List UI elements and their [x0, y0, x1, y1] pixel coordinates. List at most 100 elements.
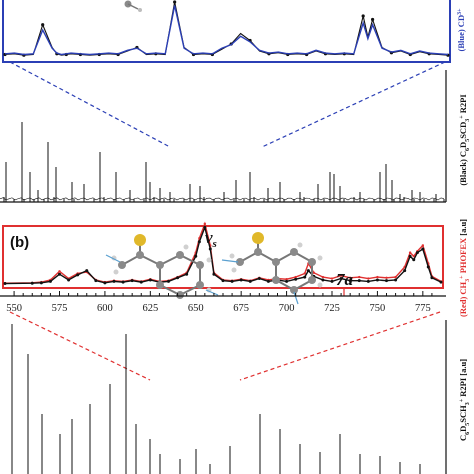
x-tick-label: 550 [6, 303, 22, 314]
data-point [306, 269, 310, 273]
x-tick-label: 750 [370, 303, 386, 314]
data-point [376, 275, 379, 279]
x-tick-label: 625 [142, 303, 158, 314]
data-point [385, 279, 388, 283]
panel-b-xaxis: 550 575 600 625 650 675 700 725 750 775 [0, 291, 446, 314]
ylabel-panel-a-top: (Blue) CD3+ [456, 8, 466, 52]
data-point [421, 247, 425, 251]
mode-label-7a: 7a [336, 270, 354, 289]
data-point [212, 272, 216, 276]
data-point [303, 275, 307, 279]
data-point [366, 279, 370, 283]
panel-b-label: (b) [10, 234, 29, 251]
zoom-line-blue-right [261, 61, 446, 148]
data-point [339, 277, 343, 281]
data-point [330, 277, 334, 280]
data-point [358, 275, 361, 279]
data-point [394, 278, 398, 282]
data-point [285, 279, 289, 283]
panel-b-plot [3, 221, 443, 286]
data-point [185, 272, 189, 276]
data-point [303, 272, 306, 275]
baseline-trace [0, 197, 445, 201]
data-point [412, 255, 415, 258]
data-point [94, 279, 98, 283]
x-tick-label: 775 [415, 303, 431, 314]
x-tick-label: 575 [52, 303, 68, 314]
zoom-line-blue-left [9, 61, 171, 148]
panel-b-bottom-sticks [11, 324, 421, 474]
x-tick-label: 650 [188, 303, 204, 314]
data-point [58, 272, 61, 276]
data-point [421, 244, 425, 247]
data-point [103, 281, 107, 285]
data-point [139, 280, 143, 284]
data-point [230, 279, 234, 283]
data-point [408, 254, 412, 258]
panel-b-frame [2, 225, 444, 289]
data-point [439, 280, 443, 284]
data-point [67, 278, 71, 282]
svg-text:(Black) C6D5SCD3+ R2PI: (Black) C6D5SCD3+ R2PI [458, 94, 471, 186]
data-point [294, 277, 298, 281]
data-point [430, 276, 434, 280]
data-point [130, 279, 134, 283]
data-point [408, 251, 412, 254]
data-point [415, 251, 419, 255]
molecule-structure-right [221, 232, 323, 305]
series-red-line [4, 221, 442, 284]
data-point [167, 279, 170, 283]
data-point [41, 23, 45, 27]
panel-a-bottom-sticks [0, 122, 445, 202]
data-point [121, 280, 125, 284]
series-black-line [4, 225, 442, 285]
data-point [208, 247, 212, 251]
data-point [321, 275, 325, 279]
x-tick-label: 600 [97, 303, 113, 314]
data-point [375, 278, 379, 282]
svg-text:(Red) CH3+ PHOFEX [a.u]: (Red) CH3+ PHOFEX [a.u] [458, 219, 471, 317]
molecule-fragment-top [124, 0, 142, 12]
data-point [367, 277, 370, 280]
data-point [330, 279, 334, 283]
mode-label-nu-s: νs [205, 228, 217, 250]
data-point [203, 225, 207, 229]
data-point [312, 271, 316, 274]
data-point [321, 278, 325, 282]
panel-a-top-frame [2, 0, 451, 63]
zoom-line-red-left [9, 311, 151, 381]
data-point [403, 269, 407, 273]
zoom-line-red-right [239, 311, 441, 381]
data-point [112, 279, 116, 283]
panel-a-bottom-ticks [3, 197, 445, 202]
data-point [348, 276, 352, 279]
data-point [294, 275, 297, 279]
data-point [48, 279, 52, 283]
data-point [248, 279, 252, 283]
data-point [39, 281, 43, 285]
data-point [203, 222, 207, 225]
data-point [357, 279, 361, 283]
data-point [30, 281, 34, 285]
data-point [221, 279, 225, 283]
data-point [266, 279, 270, 283]
ylabel-panel-b-bottom: C6D5SCH3+ R2PI [a.u] [458, 359, 471, 441]
panel-a-top-plot [3, 0, 450, 57]
data-point [239, 278, 243, 282]
data-point [3, 282, 7, 286]
data-point [197, 240, 201, 244]
data-point [348, 279, 352, 283]
data-point [285, 278, 288, 281]
data-point [85, 269, 89, 273]
data-point [412, 258, 416, 262]
molecule-structure-left [105, 234, 219, 299]
x-tick-label: 675 [233, 303, 249, 314]
svg-text:(Blue) CD3+: (Blue) CD3+ [456, 8, 466, 52]
data-point [339, 274, 343, 277]
data-point [394, 275, 397, 279]
x-tick-label: 725 [324, 303, 340, 314]
data-point [370, 17, 375, 22]
data-point [385, 276, 388, 279]
data-point [194, 254, 198, 258]
